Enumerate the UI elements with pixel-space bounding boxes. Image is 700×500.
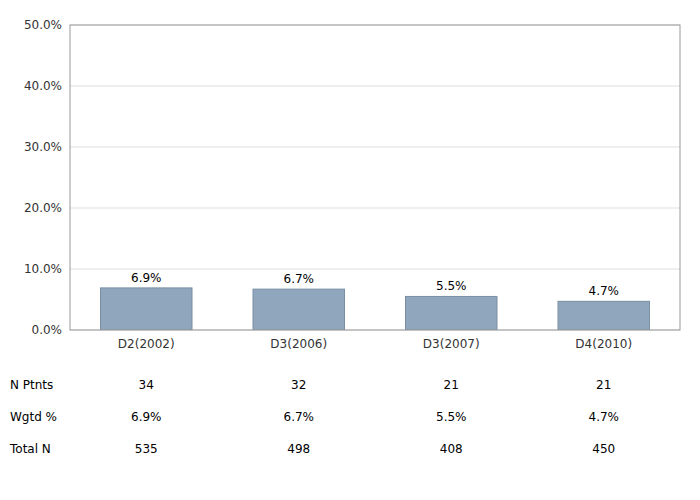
table-cell: 498 <box>287 442 310 456</box>
table-cell: 34 <box>139 378 154 392</box>
table-cell: 21 <box>596 378 611 392</box>
y-tick-label: 20.0% <box>24 201 62 215</box>
data-label: 4.7% <box>589 284 620 298</box>
x-tick-label: D3(2007) <box>423 337 480 351</box>
table: N Ptnts 34 32 21 21 Wgtd % 6.9% 6.7% 5.5% 4.7% Tot… <box>9 378 619 456</box>
y-tick-label: 0.0% <box>32 323 63 337</box>
bar <box>253 289 345 330</box>
chart: 0.0% 10.0% 20.0% 30.0% 40.0% 50.0% 6.9% 6.7% 5.5… <box>0 0 700 500</box>
grid-line <box>70 147 680 148</box>
table-cell: 5.5% <box>436 410 467 424</box>
chart-container: 0.0% 10.0% 20.0% 30.0% 40.0% 50.0% 6.9% 6.7% 5.5… <box>0 0 700 500</box>
y-tick-label: 10.0% <box>24 262 62 276</box>
table-cell: 408 <box>440 442 463 456</box>
x-tick-label: D4(2010) <box>575 337 632 351</box>
y-tick-label: 30.0% <box>24 140 62 154</box>
data-label: 6.9% <box>131 271 162 285</box>
grid-line <box>70 269 680 270</box>
table-cell: 4.7% <box>589 410 620 424</box>
y-tick-label: 50.0% <box>24 18 62 32</box>
table-cell: 6.7% <box>284 410 315 424</box>
y-tick-label: 40.0% <box>24 79 62 93</box>
grid-line <box>70 208 680 209</box>
table-row-label: Wgtd % <box>10 410 57 424</box>
table-row-label: Total N <box>9 442 51 456</box>
bar <box>406 296 498 330</box>
x-tick-label: D3(2006) <box>270 337 327 351</box>
x-tick-label: D2(2002) <box>118 337 175 351</box>
data-label: 5.5% <box>436 279 467 293</box>
table-cell: 32 <box>291 378 306 392</box>
table-row-label: N Ptnts <box>10 378 53 392</box>
bar <box>101 288 193 330</box>
table-cell: 535 <box>135 442 158 456</box>
data-label: 6.7% <box>284 272 315 286</box>
bars <box>101 288 650 330</box>
table-cell: 6.9% <box>131 410 162 424</box>
bar <box>558 301 650 330</box>
grid <box>70 25 680 330</box>
grid-line <box>70 86 680 87</box>
table-cell: 450 <box>592 442 615 456</box>
plot-frame <box>70 25 680 330</box>
table-cell: 21 <box>444 378 459 392</box>
